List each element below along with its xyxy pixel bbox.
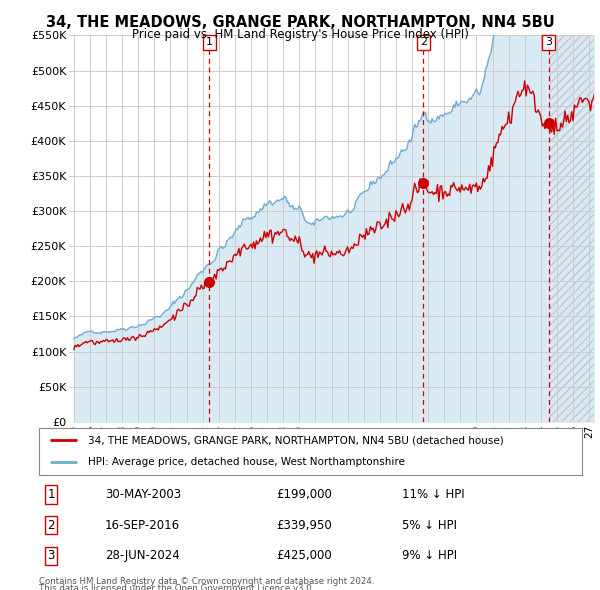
Text: Price paid vs. HM Land Registry's House Price Index (HPI): Price paid vs. HM Land Registry's House … — [131, 28, 469, 41]
Text: 2: 2 — [47, 519, 55, 532]
Text: £425,000: £425,000 — [276, 549, 332, 562]
Text: Contains HM Land Registry data © Crown copyright and database right 2024.: Contains HM Land Registry data © Crown c… — [39, 577, 374, 586]
Text: 1: 1 — [47, 488, 55, 501]
Text: 34, THE MEADOWS, GRANGE PARK, NORTHAMPTON, NN4 5BU (detached house): 34, THE MEADOWS, GRANGE PARK, NORTHAMPTO… — [88, 435, 503, 445]
Text: 28-JUN-2024: 28-JUN-2024 — [105, 549, 180, 562]
Text: 3: 3 — [47, 549, 55, 562]
Text: £339,950: £339,950 — [276, 519, 332, 532]
Text: 5% ↓ HPI: 5% ↓ HPI — [402, 519, 457, 532]
Text: 9% ↓ HPI: 9% ↓ HPI — [402, 549, 457, 562]
Text: 34, THE MEADOWS, GRANGE PARK, NORTHAMPTON, NN4 5BU: 34, THE MEADOWS, GRANGE PARK, NORTHAMPTO… — [46, 15, 554, 30]
Text: 16-SEP-2016: 16-SEP-2016 — [105, 519, 180, 532]
Text: 11% ↓ HPI: 11% ↓ HPI — [402, 488, 464, 501]
Text: HPI: Average price, detached house, West Northamptonshire: HPI: Average price, detached house, West… — [88, 457, 405, 467]
Text: 3: 3 — [545, 37, 552, 47]
Text: 2: 2 — [420, 37, 427, 47]
Text: £199,000: £199,000 — [276, 488, 332, 501]
Text: 30-MAY-2003: 30-MAY-2003 — [105, 488, 181, 501]
Text: 1: 1 — [206, 37, 213, 47]
Text: This data is licensed under the Open Government Licence v3.0.: This data is licensed under the Open Gov… — [39, 584, 314, 590]
